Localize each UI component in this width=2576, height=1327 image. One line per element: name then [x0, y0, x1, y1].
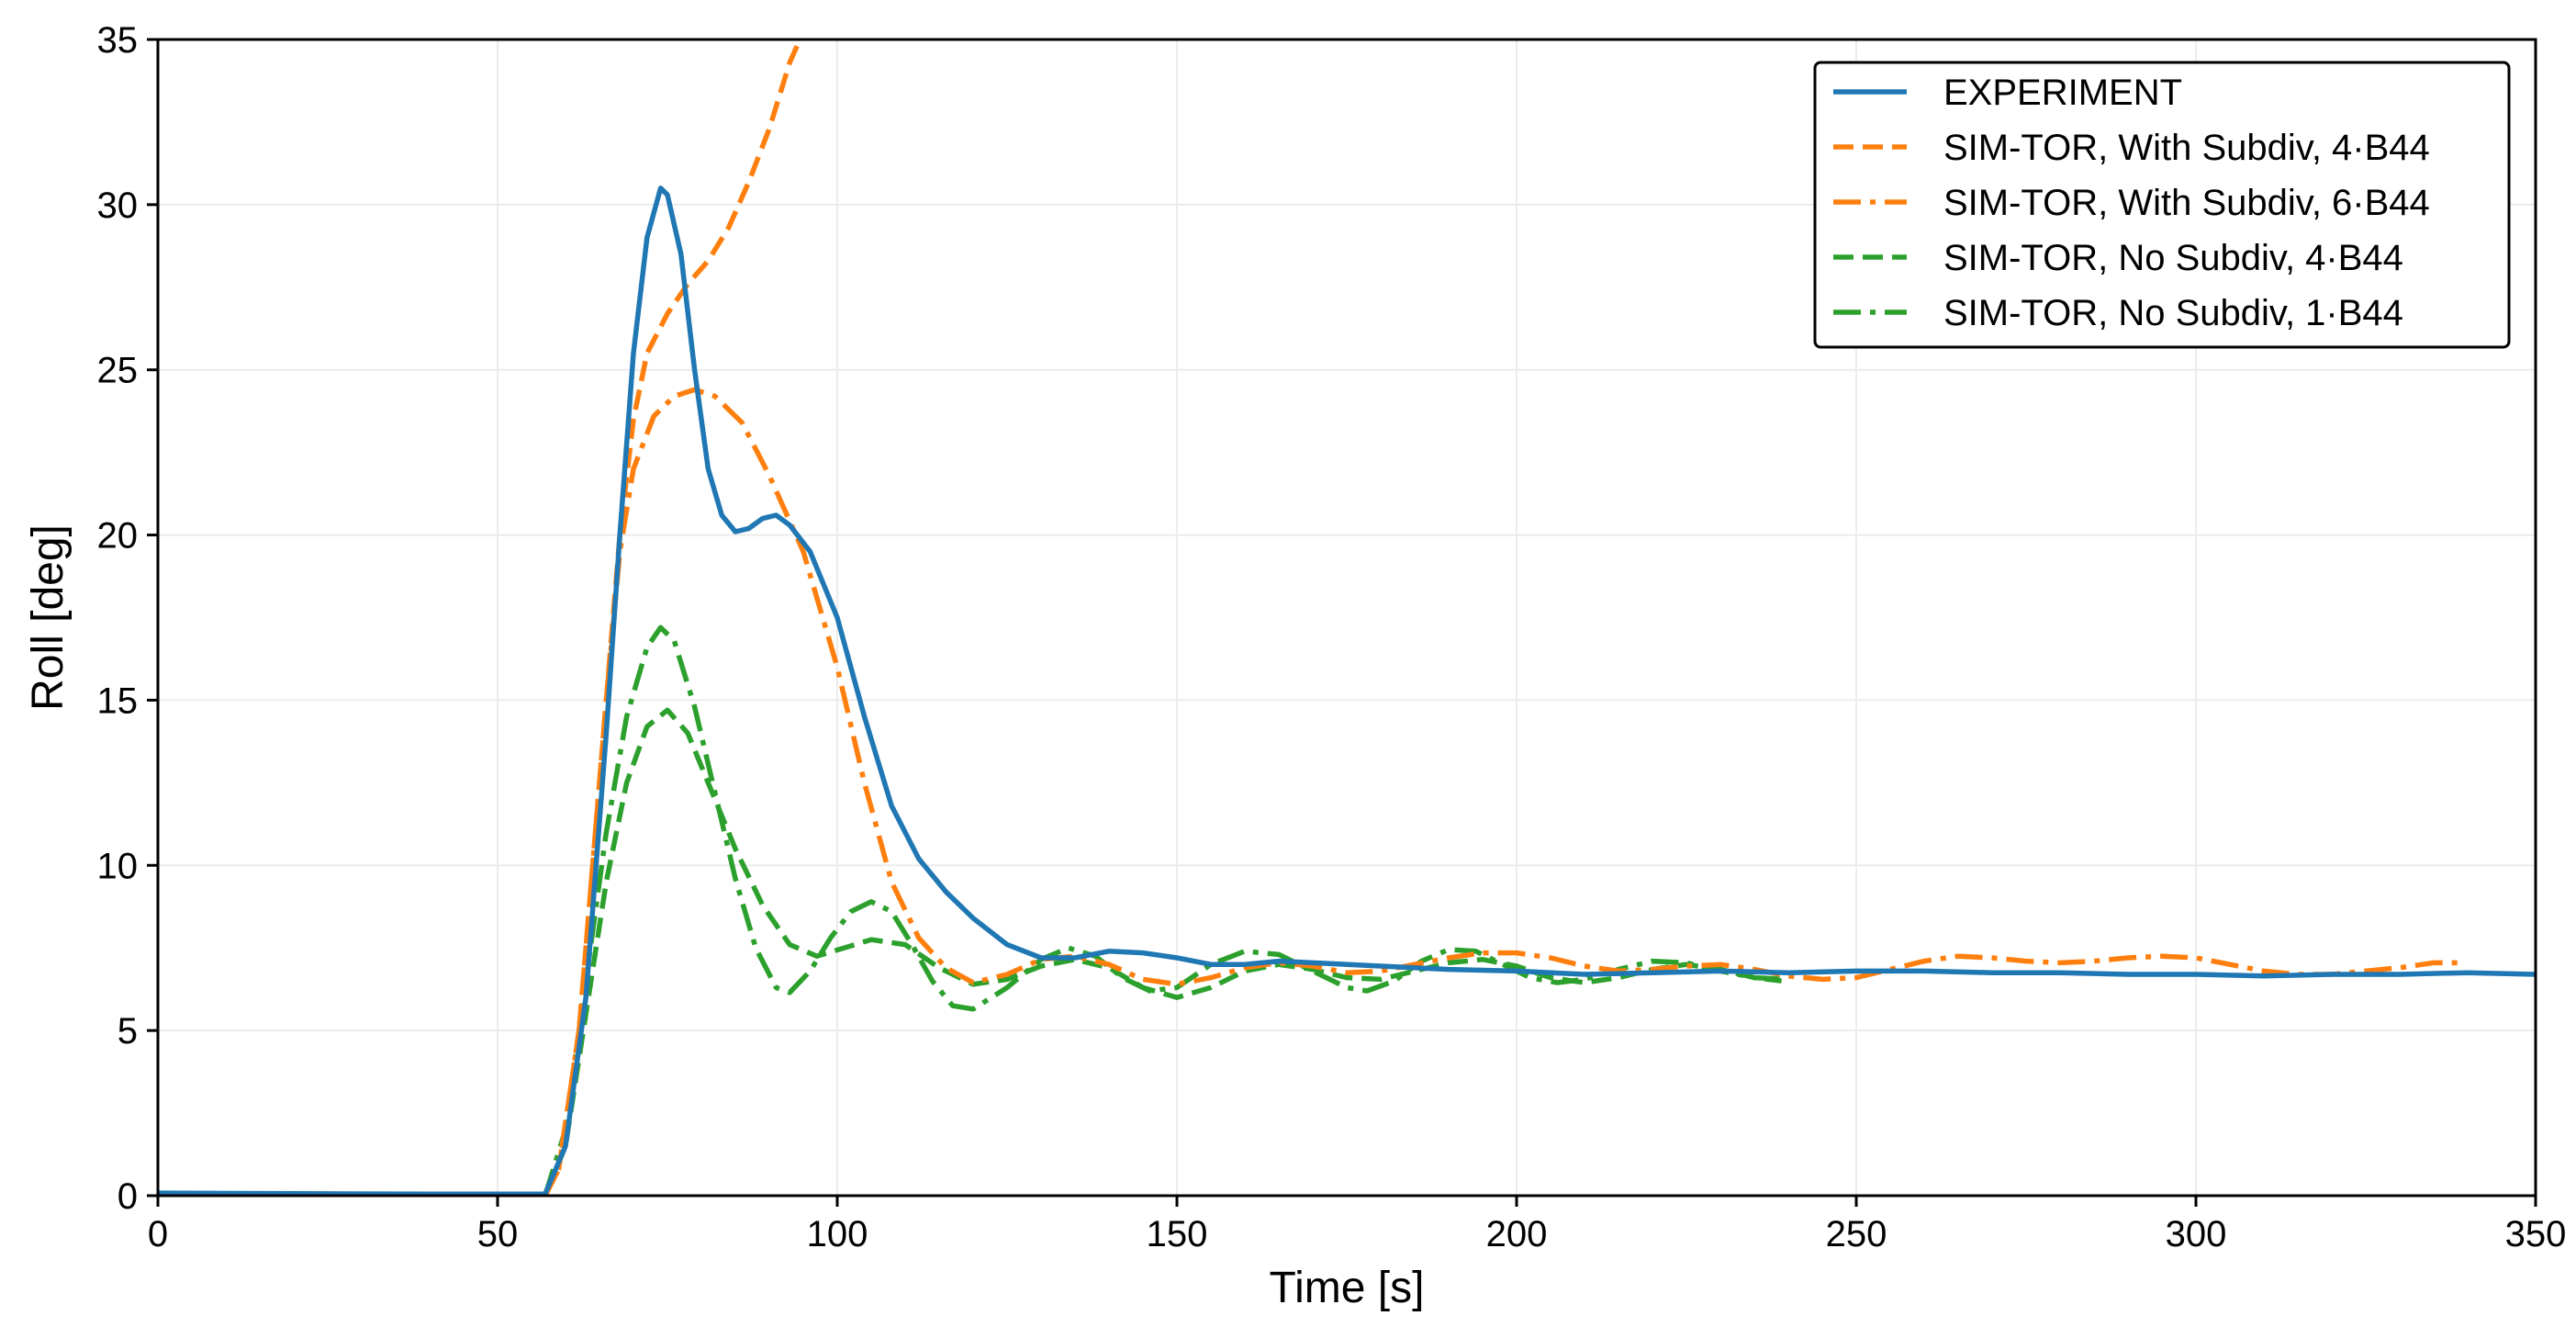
- x-axis-label: Time [s]: [1270, 1264, 1425, 1312]
- legend-label: SIM-TOR, With Subdiv, 4·B44: [1943, 128, 2430, 168]
- series-line-3: [543, 707, 1782, 1196]
- legend-label: SIM-TOR, No Subdiv, 4·B44: [1943, 238, 2403, 278]
- x-tick-label: 150: [1147, 1214, 1208, 1254]
- legend: EXPERIMENT SIM-TOR, With Subdiv, 4·B44 SIM…: [1813, 61, 2511, 349]
- x-tick-label: 50: [477, 1214, 519, 1254]
- y-tick-label: 15: [97, 680, 139, 721]
- plot-area: [158, 39, 2536, 1196]
- y-tick-label: 25: [97, 351, 139, 391]
- y-axis-label: Roll [deg]: [24, 524, 73, 711]
- legend-box: [1813, 61, 2511, 349]
- x-tick-label: 200: [1486, 1214, 1548, 1254]
- y-tick-label: 35: [97, 20, 139, 61]
- y-tick-label: 30: [97, 186, 139, 226]
- series-line-0: [158, 186, 2536, 1196]
- legend-label: EXPERIMENT: [1943, 73, 2182, 113]
- series-line-2: [543, 387, 2461, 1196]
- plot-frame: [156, 38, 2537, 1198]
- series-line-1: [543, 39, 802, 1196]
- legend-label: SIM-TOR, No Subdiv, 1·B44: [1943, 293, 2403, 333]
- x-tick-label: 0: [148, 1214, 168, 1254]
- y-tick-label: 0: [118, 1176, 138, 1217]
- y-tick-label: 5: [118, 1011, 138, 1051]
- x-tick-label: 350: [2505, 1214, 2567, 1254]
- series-line-4: [543, 624, 1789, 1196]
- axis-ticks: 0 50 100 150 200 250 300 350 0 5 10 15 20 25 30 35: [97, 20, 2567, 1254]
- x-tick-label: 300: [2166, 1214, 2227, 1254]
- legend-label: SIM-TOR, With Subdiv, 6·B44: [1943, 183, 2430, 223]
- y-tick-label: 10: [97, 846, 139, 886]
- x-tick-label: 100: [807, 1214, 868, 1254]
- x-tick-label: 250: [1826, 1214, 1887, 1254]
- y-tick-label: 20: [97, 516, 139, 557]
